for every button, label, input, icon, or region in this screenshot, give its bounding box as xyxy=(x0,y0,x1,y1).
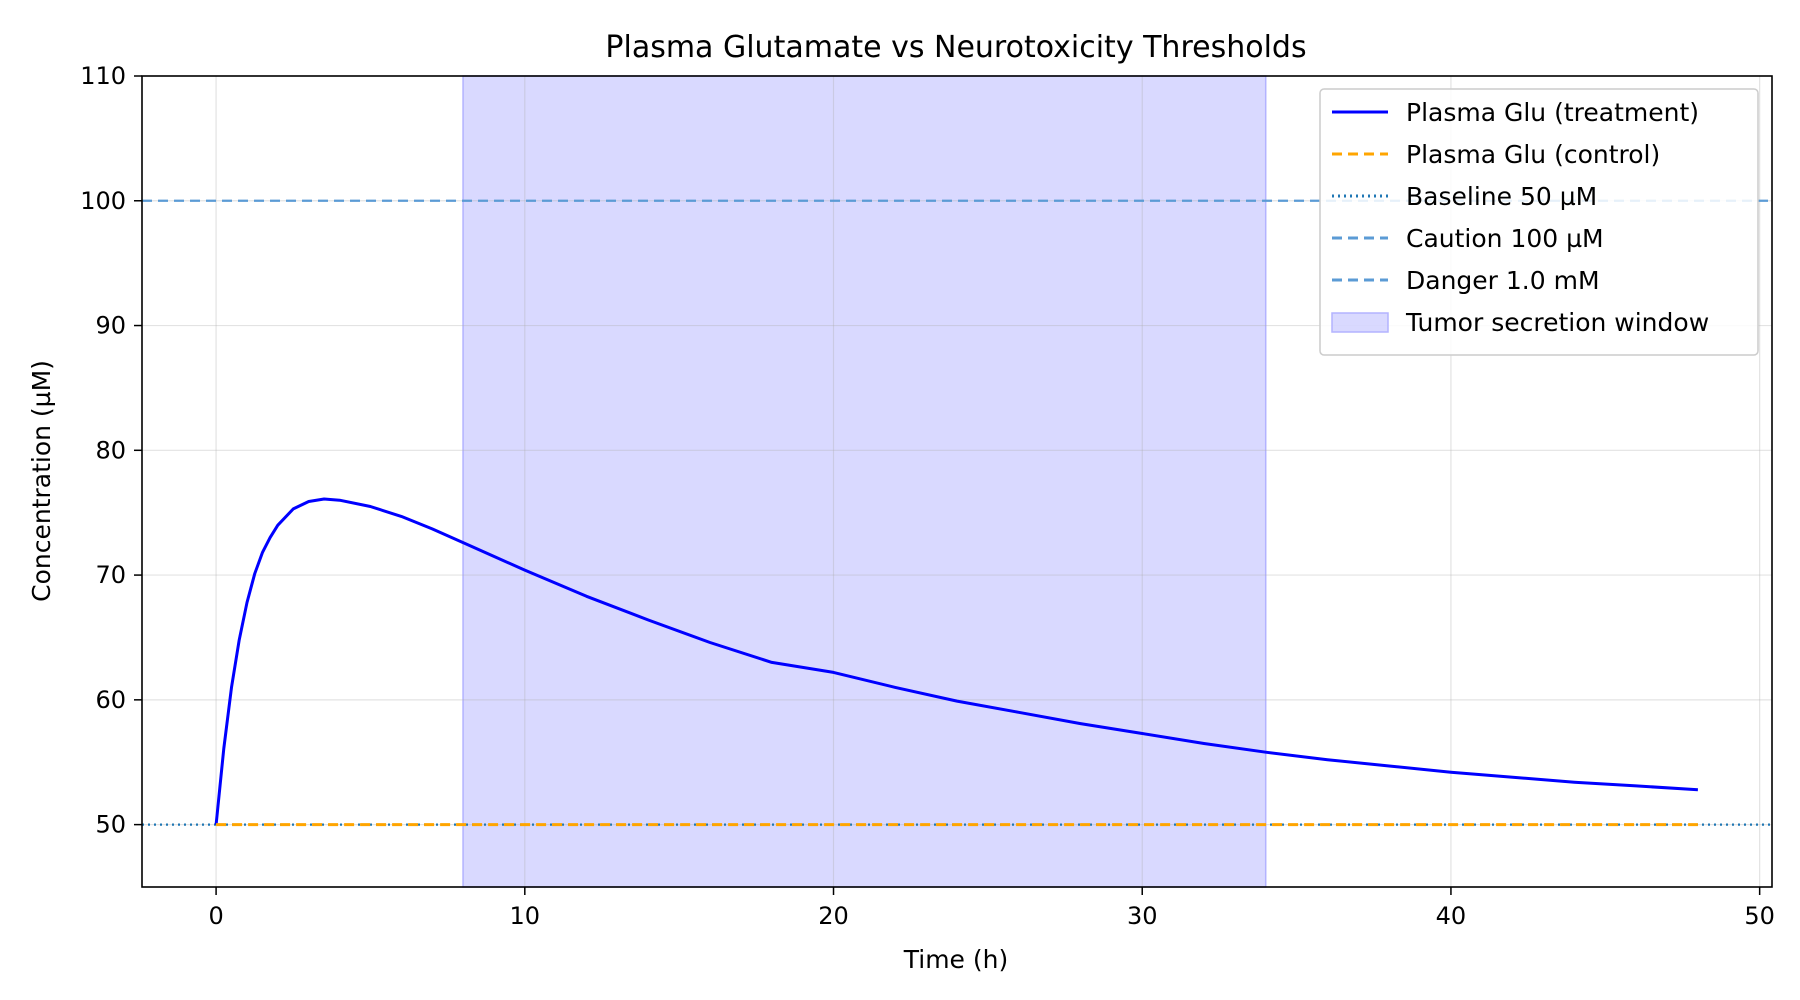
shaded-region-0 xyxy=(462,75,1267,888)
legend-swatch xyxy=(1331,312,1389,333)
x-axis-label: Time (h) xyxy=(903,945,1008,974)
legend-label: Danger 1.0 mM xyxy=(1406,266,1600,295)
legend-label: Baseline 50 µM xyxy=(1406,182,1597,211)
series-line-0 xyxy=(214,497,1698,825)
x-tick-label: 10 xyxy=(510,902,541,930)
legend: Plasma Glu (treatment) Plasma Glu (contro… xyxy=(1319,88,1759,356)
x-tick-label: 50 xyxy=(1744,902,1775,930)
y-tick-label: 110 xyxy=(80,62,126,90)
y-axis-label: Concentration (µM) xyxy=(27,360,56,602)
legend-label: Caution 100 µM xyxy=(1406,224,1604,253)
y-tick-label: 60 xyxy=(95,686,126,714)
legend-label: Plasma Glu (control) xyxy=(1406,140,1660,169)
plot-area: 0 10 20 30 40 50 50 60 70 80 90 100 110 xyxy=(80,62,1775,930)
legend-box xyxy=(1319,88,1759,356)
y-tick-label: 70 xyxy=(95,561,126,589)
series-group xyxy=(214,497,1698,827)
y-tick-label: 100 xyxy=(80,187,126,215)
y-tick-label: 90 xyxy=(95,312,126,340)
x-tick-label: 20 xyxy=(818,902,849,930)
chart-title: Plasma Glutamate vs Neurotoxicity Thresh… xyxy=(605,30,1306,65)
legend-label: Plasma Glu (treatment) xyxy=(1406,98,1699,127)
x-tick-label: 0 xyxy=(208,902,223,930)
y-tick-label: 80 xyxy=(95,436,126,464)
x-tick-label: 40 xyxy=(1436,902,1467,930)
axes-frame xyxy=(141,75,1773,888)
x-tick-label: 30 xyxy=(1127,902,1158,930)
y-tick-label: 50 xyxy=(95,811,126,839)
legend-label: Tumor secretion window xyxy=(1405,308,1709,337)
